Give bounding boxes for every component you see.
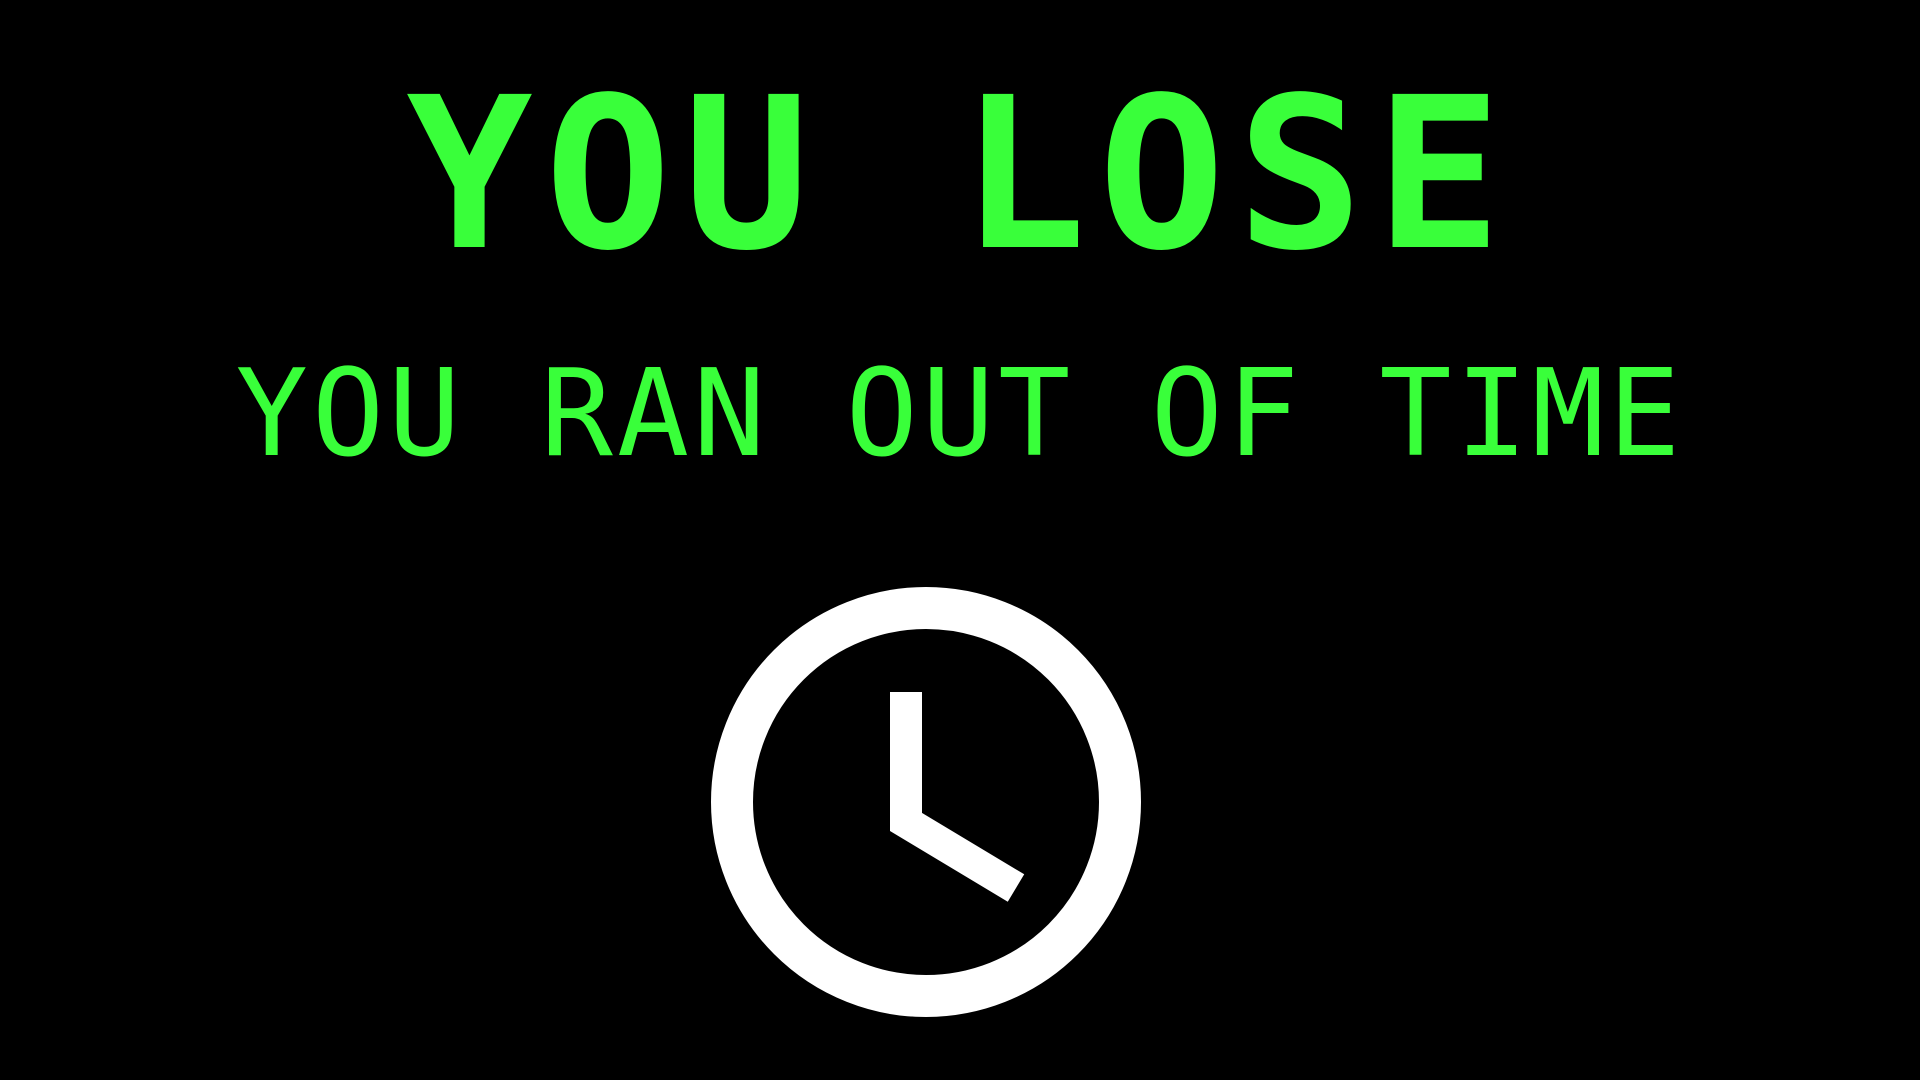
clock-icon — [711, 587, 1141, 1017]
lose-title: YOU LOSE — [406, 52, 1514, 297]
clock-face — [711, 587, 1141, 1017]
clock-hands — [890, 692, 1025, 902]
lose-reason: YOU RAN OUT OF TIME — [235, 345, 1685, 484]
